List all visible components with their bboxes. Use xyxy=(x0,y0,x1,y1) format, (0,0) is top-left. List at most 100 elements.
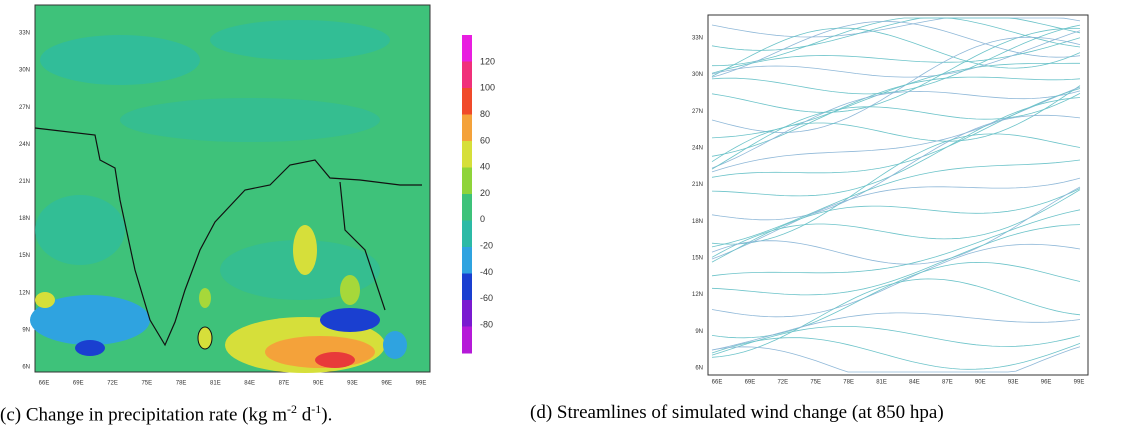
colorbar-swatch xyxy=(462,300,472,327)
colorbar-label: -40 xyxy=(480,267,493,277)
x-tick-label: 72E xyxy=(107,381,118,387)
streamline xyxy=(711,85,1081,163)
colorbar-swatch xyxy=(462,114,472,142)
streamline xyxy=(711,312,1081,351)
streamline xyxy=(711,224,1081,296)
streamline xyxy=(711,189,1081,258)
streamline xyxy=(711,27,1081,77)
y-tick-label: 6N xyxy=(22,365,30,371)
x-tick-label: 87E xyxy=(279,381,290,387)
colorbar-swatch xyxy=(462,35,472,62)
y-tick-label: 18N xyxy=(692,219,703,225)
x-tick-label: 96E xyxy=(381,381,392,387)
streamline xyxy=(711,21,1081,78)
caption-text: (d) Streamlines of simulated wind change… xyxy=(530,402,944,423)
x-tick-label: 78E xyxy=(843,380,854,386)
colorbar-label: 0 xyxy=(480,214,485,224)
colorbar-swatch xyxy=(462,220,472,248)
streamline xyxy=(711,326,1081,356)
colorbar-label: -60 xyxy=(480,293,493,303)
y-tick-label: 9N xyxy=(695,329,703,335)
colorbar-label: 40 xyxy=(480,162,490,172)
x-tick-label: 90E xyxy=(975,380,986,386)
x-tick-label: 66E xyxy=(712,380,723,386)
x-tick-label: 87E xyxy=(942,380,953,386)
y-tick-label: 15N xyxy=(19,253,30,259)
y-tick-label: 15N xyxy=(692,256,703,262)
y-tick-label: 33N xyxy=(692,36,703,42)
x-tick-label: 66E xyxy=(39,381,50,387)
caption-c: (c) Change in precipitation rate (kg m-2… xyxy=(0,402,332,426)
y-tick-label: 12N xyxy=(19,290,30,296)
colorbar-label: -80 xyxy=(480,319,493,329)
figure: 120 100 80 60 40 20 0 -20 -40 -60 -80 33N 30N 27N 24N… xyxy=(19,4,1089,387)
y-tick-label: 21N xyxy=(692,182,703,188)
caption-sup: -2 xyxy=(287,402,298,416)
colorbar-label: 60 xyxy=(480,135,490,145)
y-tick-label: 27N xyxy=(19,105,30,111)
y-tick-label: 18N xyxy=(19,216,30,222)
streamline xyxy=(711,17,1081,38)
x-tick-label: 81E xyxy=(876,380,887,386)
streamline xyxy=(711,17,1081,51)
colorbar-swatch xyxy=(462,273,472,301)
y-tick-label: 30N xyxy=(19,68,30,74)
streamline xyxy=(711,24,1081,95)
y-tick-label: 30N xyxy=(692,72,703,78)
y-tick-label: 12N xyxy=(692,292,703,298)
precipitation-map xyxy=(30,4,431,373)
y-tick-label: 6N xyxy=(695,366,703,372)
streamline xyxy=(711,93,1081,170)
colorbar: 120 100 80 60 40 20 0 -20 -40 -60 -80 xyxy=(462,35,495,354)
colorbar-swatch xyxy=(462,61,472,89)
colorbar-label: 100 xyxy=(480,83,495,93)
colorbar-label: 120 xyxy=(480,56,495,66)
x-tick-label: 84E xyxy=(244,381,255,387)
y-tick-label: 9N xyxy=(22,327,30,333)
colorbar-label: -20 xyxy=(480,240,493,250)
y-tick-label: 24N xyxy=(692,146,703,152)
colorbar-label: 80 xyxy=(480,109,490,119)
streamline xyxy=(711,17,1081,67)
streamline xyxy=(711,346,1081,373)
caption-text: d xyxy=(297,404,312,426)
streamline xyxy=(711,30,1081,78)
caption-text: ). xyxy=(321,404,333,426)
x-tick-label: 96E xyxy=(1041,380,1052,386)
x-tick-label: 75E xyxy=(810,380,821,386)
streamline xyxy=(711,133,1081,245)
streamline xyxy=(711,90,1081,169)
streamline xyxy=(711,278,1081,358)
colorbar-swatch xyxy=(462,141,472,168)
streamline xyxy=(711,209,1081,277)
y-tick-label: 21N xyxy=(19,179,30,185)
x-tick-label: 72E xyxy=(777,380,788,386)
colorbar-swatch xyxy=(462,167,472,195)
caption-text: (c) Change in precipitation rate (kg m xyxy=(0,404,288,426)
y-tick-label: 27N xyxy=(692,109,703,115)
streamline-map xyxy=(707,14,1089,376)
streamline xyxy=(711,114,1081,221)
x-tick-label: 90E xyxy=(313,381,324,387)
streamline xyxy=(711,97,1081,197)
streamline xyxy=(711,186,1081,265)
x-tick-label: 99E xyxy=(416,381,427,387)
x-tick-label: 93E xyxy=(1008,380,1019,386)
x-tick-label: 69E xyxy=(745,380,756,386)
x-tick-label: 99E xyxy=(1074,380,1085,386)
colorbar-swatch xyxy=(462,247,472,274)
x-tick-label: 84E xyxy=(909,380,920,386)
streamline xyxy=(711,37,1081,74)
caption-sup: -1 xyxy=(311,402,322,416)
colorbar-swatch xyxy=(462,326,472,354)
x-tick-label: 78E xyxy=(176,381,187,387)
streamline xyxy=(711,337,1081,370)
streamline xyxy=(711,159,1081,248)
y-tick-label: 24N xyxy=(19,142,30,148)
colorbar-swatch xyxy=(462,194,472,221)
streamline xyxy=(711,243,1081,318)
caption-d: (d) Streamlines of simulated wind change… xyxy=(530,402,944,424)
streamline xyxy=(711,36,1081,133)
streamline xyxy=(711,88,1081,178)
